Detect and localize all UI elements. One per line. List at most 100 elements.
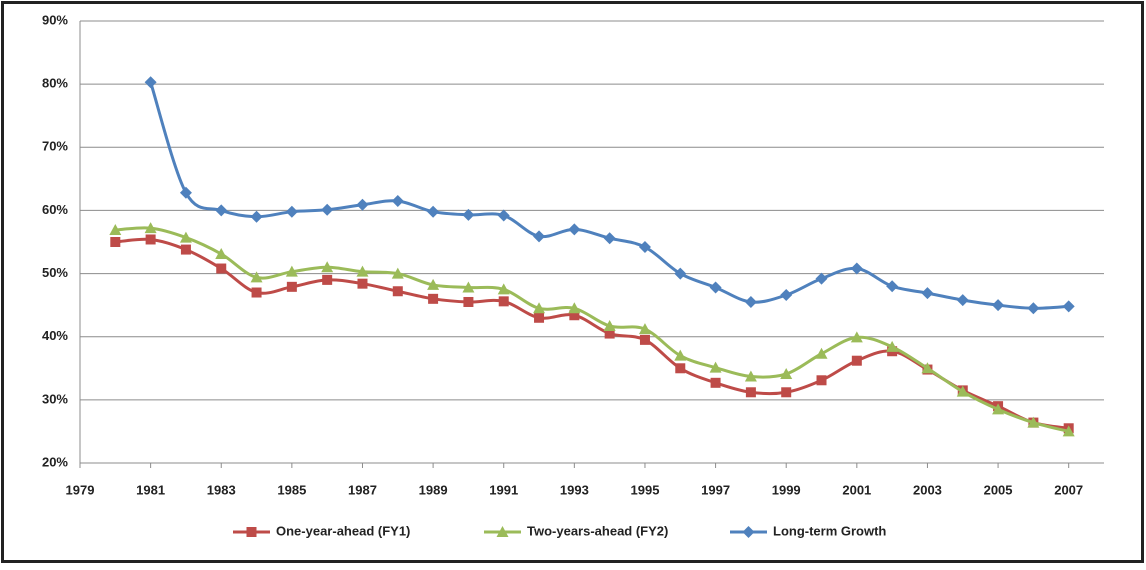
- point: [1027, 302, 1040, 315]
- point: [816, 375, 827, 386]
- point: [285, 205, 298, 218]
- point: [603, 319, 616, 331]
- point: [745, 387, 756, 398]
- point: [815, 347, 828, 359]
- point: [921, 362, 934, 374]
- point: [569, 310, 580, 321]
- point: [850, 331, 863, 343]
- point: [427, 278, 440, 290]
- point: [392, 286, 403, 297]
- point: [781, 387, 792, 398]
- point: [710, 377, 721, 388]
- x-tick-label: 1981: [136, 482, 165, 497]
- point: [534, 312, 545, 323]
- point: [496, 526, 509, 537]
- point: [391, 194, 404, 207]
- point: [462, 208, 475, 221]
- x-tick-label: 1985: [277, 482, 306, 497]
- point: [603, 232, 616, 245]
- point: [851, 355, 862, 366]
- point: [250, 210, 263, 223]
- point: [533, 230, 546, 243]
- point: [815, 272, 828, 285]
- point: [886, 280, 899, 293]
- point: [604, 328, 615, 339]
- point: [639, 334, 650, 345]
- point: [216, 263, 227, 274]
- y-tick-label: 60%: [42, 202, 68, 217]
- point: [921, 287, 934, 300]
- x-tick-label: 1993: [560, 482, 589, 497]
- legend-label: One-year-ahead (FY1): [276, 523, 410, 538]
- y-tick-label: 20%: [42, 454, 68, 469]
- point: [1027, 416, 1040, 428]
- x-tick-label: 2007: [1054, 482, 1083, 497]
- point: [709, 281, 722, 294]
- point: [709, 361, 722, 373]
- point: [886, 340, 899, 352]
- x-tick-label: 1989: [419, 482, 448, 497]
- point: [246, 527, 257, 537]
- point: [110, 237, 121, 247]
- point: [568, 302, 581, 314]
- y-tick-label: 90%: [42, 12, 68, 27]
- x-tick-label: 1999: [772, 482, 801, 497]
- point: [463, 296, 474, 307]
- point: [638, 241, 651, 254]
- legend-label: Long-term Growth: [773, 523, 886, 538]
- point: [1062, 425, 1075, 437]
- point: [675, 363, 686, 374]
- point: [497, 283, 510, 295]
- point: [144, 76, 157, 89]
- y-tick-label: 80%: [42, 76, 68, 91]
- y-tick-label: 70%: [42, 139, 68, 154]
- point: [674, 349, 687, 361]
- point: [497, 209, 510, 222]
- point: [744, 370, 757, 382]
- point: [180, 244, 191, 255]
- point: [992, 299, 1005, 312]
- point: [109, 224, 122, 236]
- point: [357, 278, 368, 289]
- point: [674, 267, 687, 280]
- point: [322, 274, 333, 285]
- point: [356, 265, 369, 277]
- x-tick-label: 1995: [631, 482, 660, 497]
- point: [250, 271, 263, 283]
- point: [780, 289, 793, 302]
- point: [742, 526, 755, 538]
- point: [428, 293, 439, 304]
- x-tick-label: 1997: [701, 482, 730, 497]
- point: [215, 204, 228, 217]
- point: [956, 385, 969, 397]
- legend-label: Two-years-ahead (FY2): [527, 523, 668, 538]
- point: [462, 281, 475, 293]
- point: [850, 262, 863, 275]
- y-tick-label: 40%: [42, 328, 68, 343]
- point: [956, 294, 969, 307]
- point: [638, 323, 651, 335]
- point: [533, 302, 546, 314]
- point: [251, 287, 262, 298]
- x-tick-label: 1983: [207, 482, 236, 497]
- point: [992, 403, 1005, 415]
- point: [780, 367, 793, 379]
- point: [321, 203, 334, 216]
- point: [1062, 300, 1075, 313]
- point: [286, 281, 297, 292]
- point: [356, 198, 369, 211]
- y-tick-label: 50%: [42, 265, 68, 280]
- x-tick-label: 2005: [984, 482, 1013, 497]
- x-tick-label: 2003: [913, 482, 942, 497]
- point: [285, 265, 298, 277]
- point: [427, 205, 440, 218]
- point: [145, 234, 156, 245]
- point: [215, 247, 228, 259]
- x-tick-label: 1991: [489, 482, 518, 497]
- point: [744, 295, 757, 308]
- point: [144, 222, 157, 234]
- point: [568, 223, 581, 236]
